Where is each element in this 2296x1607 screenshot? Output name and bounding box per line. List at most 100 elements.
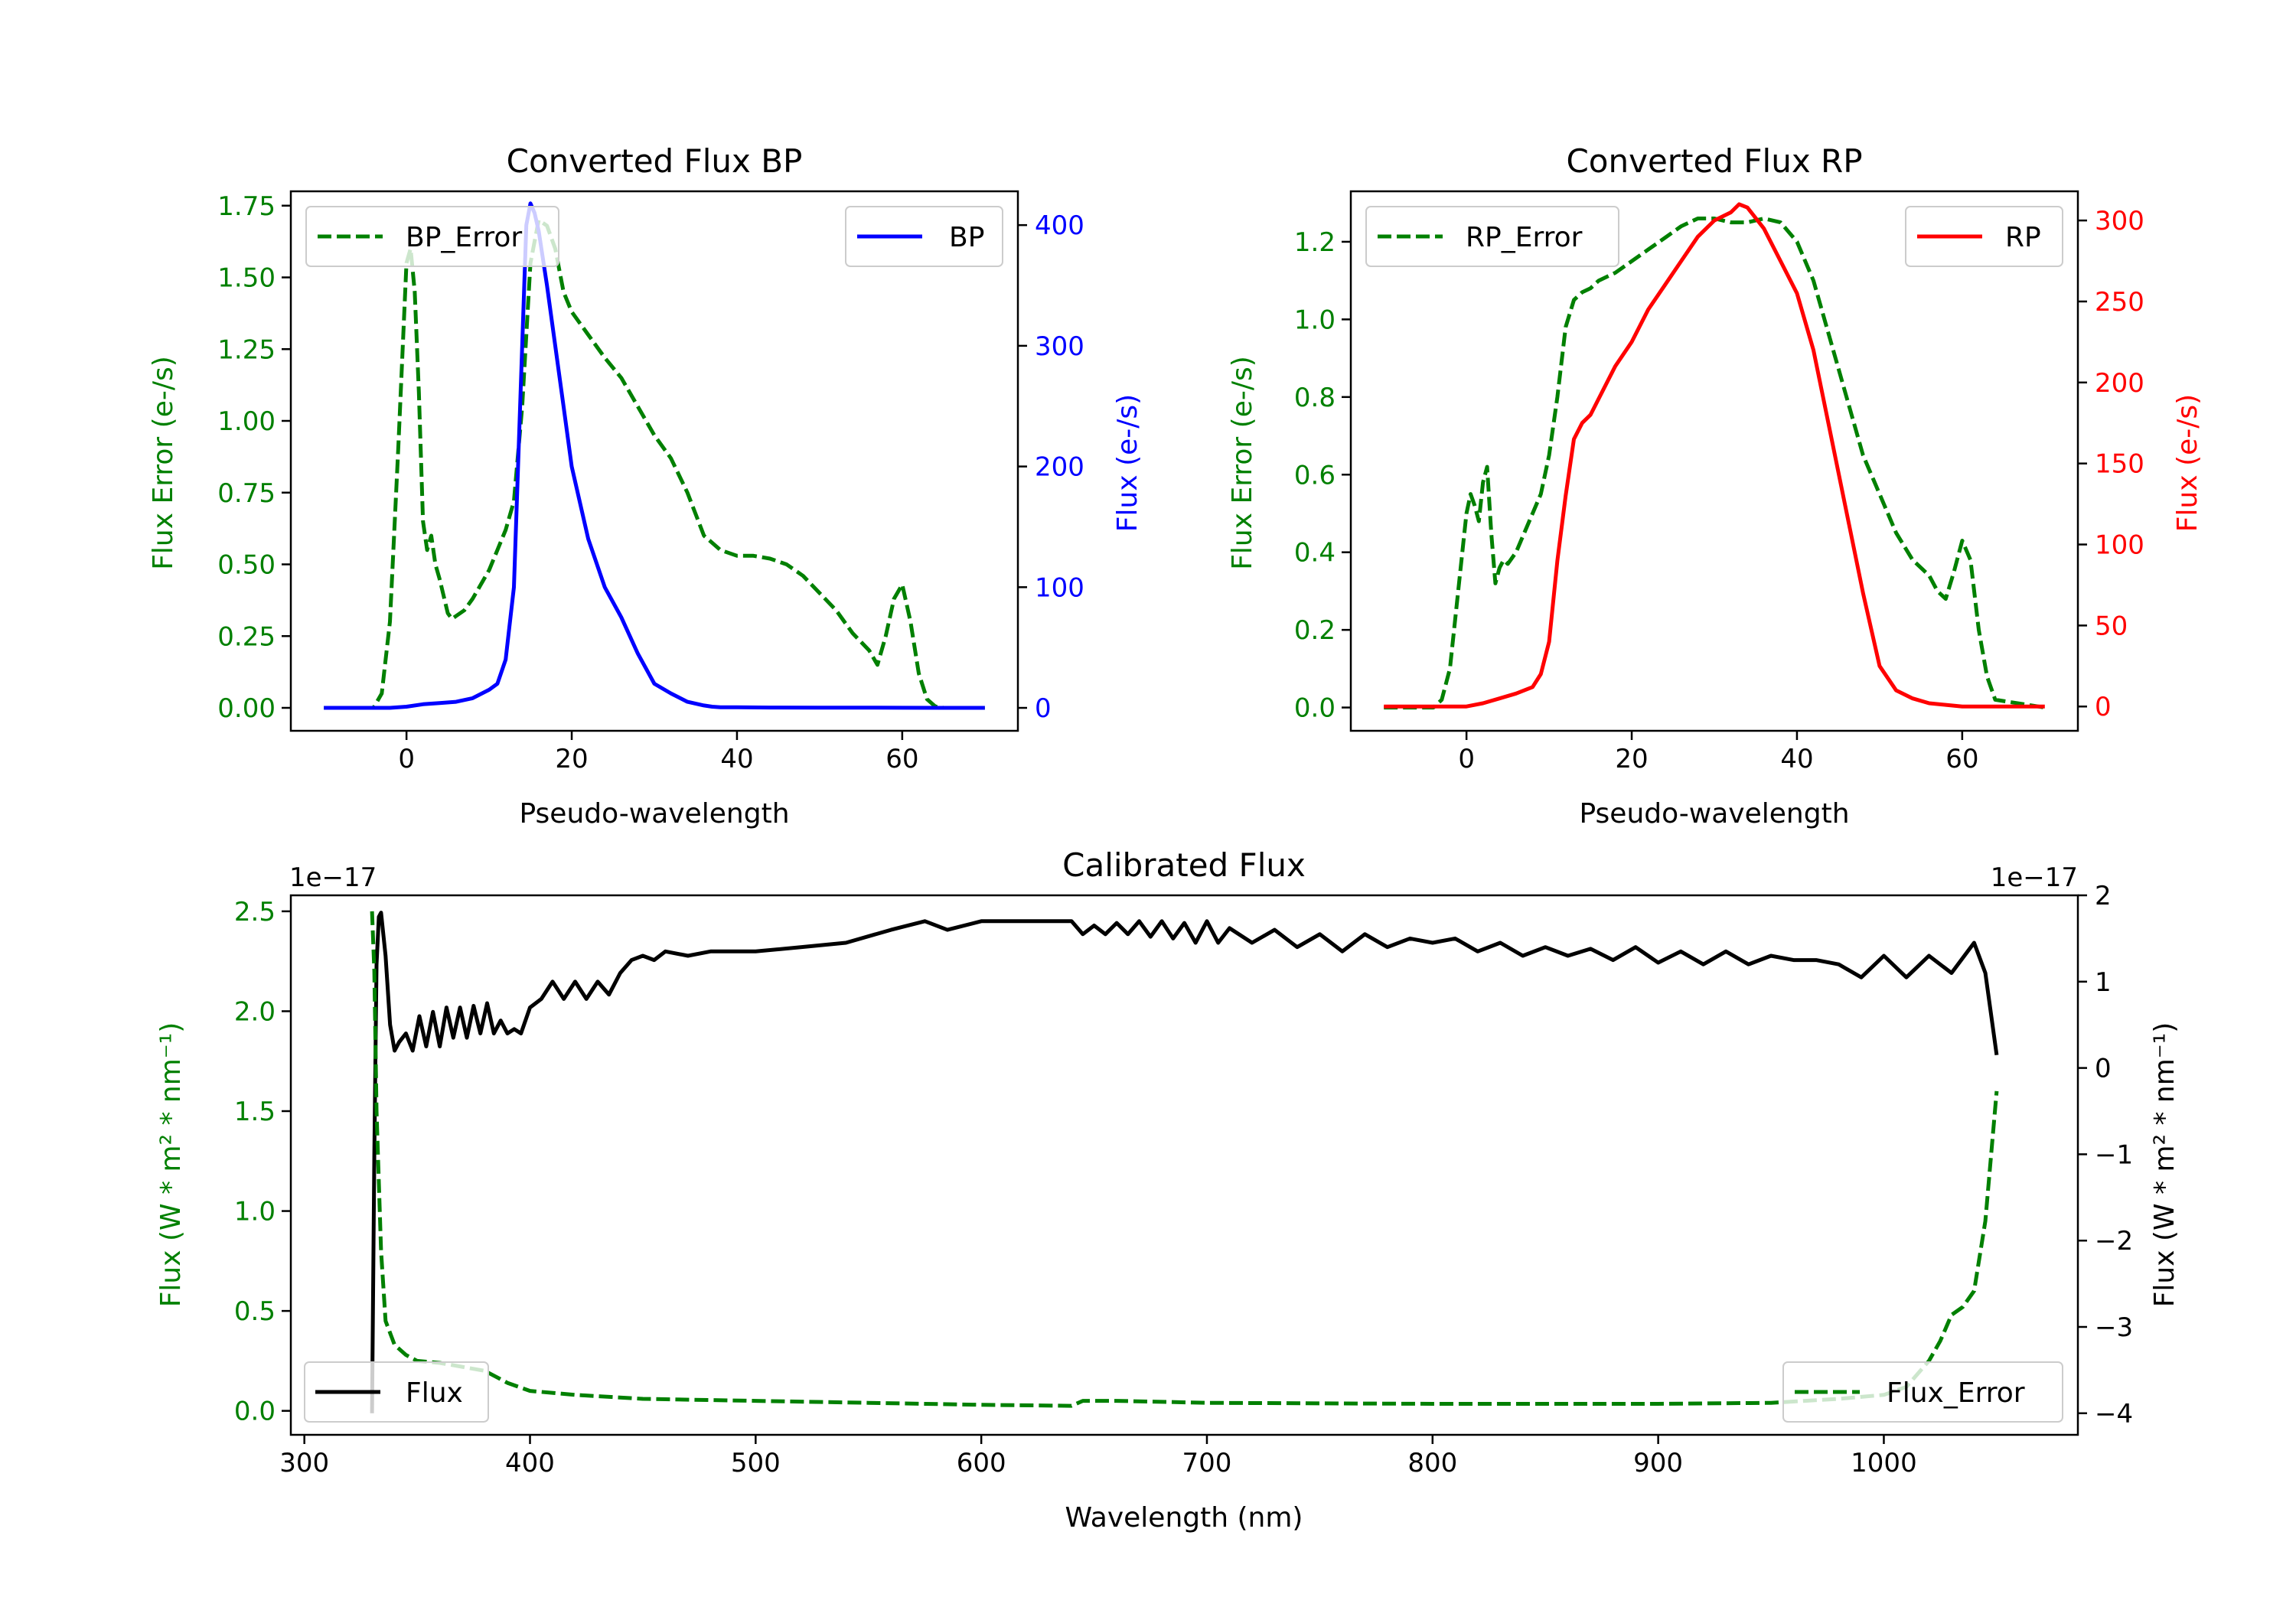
- bp-axes-frame: [289, 190, 1019, 732]
- rp-series-rp-error-line: [1384, 217, 2046, 710]
- bp-ytick-left-label: 0.50: [217, 550, 276, 581]
- rp-series-rp-line: [1384, 202, 2045, 709]
- cal-left-offset: 1e−17: [289, 862, 377, 893]
- bp-xtick-label: 0: [398, 744, 415, 774]
- bp-title: Converted Flux BP: [507, 142, 803, 180]
- bp-ylabel-left: Flux Error (e-/s): [148, 356, 179, 570]
- cal-ylabel-right-text: Flux (W * m² * nm⁻¹): [2149, 1022, 2180, 1308]
- cal-xtick-label: 500: [731, 1448, 781, 1478]
- bp-ytick-left-label: 1.25: [217, 334, 276, 365]
- cal-ytick-left-label: 2.5: [234, 897, 276, 927]
- rp-ytick-left-label: 0.2: [1294, 615, 1336, 646]
- rp-ytick-right-label: 300: [2095, 206, 2144, 236]
- rp-ylabel-left: Flux Error (e-/s): [1227, 356, 1258, 570]
- cal-xtick-label: 300: [279, 1448, 329, 1478]
- bp-ytick-left-label: 1.50: [217, 263, 276, 294]
- bp-ytick-left-label: 1.00: [217, 406, 276, 437]
- cal-ylabel-right: Flux (W * m² * nm⁻¹): [2149, 1022, 2180, 1308]
- bp-ytick-left-label: 0.25: [217, 621, 276, 652]
- cal-xtick-label: 900: [1633, 1448, 1683, 1478]
- rp-xtick-label: 40: [1780, 744, 1813, 774]
- bp-xlabel: Pseudo-wavelength: [519, 798, 789, 830]
- cal-ytick-left-label: 1.5: [234, 1097, 276, 1127]
- bp-series-bp-error-line: [324, 218, 985, 710]
- bp-legend-flux-label: BP: [949, 222, 984, 253]
- bp-ytick-left-label: 0.75: [217, 478, 276, 509]
- rp-ytick-right-label: 250: [2095, 287, 2144, 318]
- rp-title: Converted Flux RP: [1566, 142, 1862, 180]
- cal-ytick-right-label: 2: [2095, 881, 2112, 911]
- bp-xtick-label: 60: [885, 744, 918, 774]
- bp-series-bp-line: [324, 201, 985, 710]
- bp-legend-error: BP_Error: [305, 206, 559, 267]
- rp-ytick-right-label: 50: [2095, 611, 2128, 641]
- rp-ytick-right-label: 150: [2095, 449, 2144, 480]
- calibrated-subplot: 300 400 500 600 700 800 900 1000 0.0 0.5 1.0 1.5 2.0…: [155, 846, 2180, 1534]
- rp-legend-error: RP_Error: [1365, 206, 1619, 267]
- rp-ytick-left-label: 0.4: [1294, 538, 1336, 569]
- rp-plot-area: [1384, 202, 2046, 710]
- rp-legend-flux: RP: [1905, 206, 2063, 267]
- rp-ytick-right-label: 0: [2095, 692, 2112, 722]
- cal-xtick-label: 400: [505, 1448, 555, 1478]
- cal-ytick-right-label: −2: [2095, 1226, 2133, 1257]
- bp-ytick-right-label: 0: [1035, 693, 1052, 724]
- cal-series-flux-line: [370, 911, 1999, 1413]
- cal-xtick-label: 600: [957, 1448, 1006, 1478]
- bp-tick-group: 0 20 40 60 0.00 0.25 0.50 0.75 1.00 1.25 1.50 1.75 0…: [217, 191, 1084, 774]
- rp-axes-frame: [1349, 190, 2079, 732]
- bp-ytick-right-label: 200: [1035, 452, 1084, 483]
- cal-ytick-right-label: −4: [2095, 1399, 2133, 1429]
- cal-ytick-left-label: 0.0: [234, 1397, 276, 1427]
- cal-xlabel: Wavelength (nm): [1065, 1502, 1303, 1534]
- bp-ytick-left-label: 1.75: [217, 191, 276, 222]
- bp-ytick-right-label: 300: [1035, 331, 1084, 362]
- rp-ytick-right-label: 100: [2095, 530, 2144, 561]
- cal-legend-error-label: Flux_Error: [1887, 1377, 2025, 1409]
- cal-legend-error: Flux_Error: [1782, 1361, 2063, 1423]
- rp-xlabel: Pseudo-wavelength: [1579, 798, 1849, 830]
- bp-xtick-label: 20: [555, 744, 588, 774]
- cal-xtick-label: 1000: [1851, 1448, 1917, 1478]
- rp-tick-group: 0 20 40 60 0.0 0.2 0.4 0.6 0.8 1.0 1.2 0 50 100 150 200…: [1294, 206, 2144, 774]
- bp-ytick-left-label: 0.00: [217, 693, 276, 724]
- cal-xtick-label: 700: [1182, 1448, 1232, 1478]
- bp-subplot: 0 20 40 60 0.00 0.25 0.50 0.75 1.00 1.25 1.50 1.75 0…: [148, 142, 1143, 830]
- rp-xtick-label: 60: [1945, 744, 1978, 774]
- rp-subplot: 0 20 40 60 0.0 0.2 0.4 0.6 0.8 1.0 1.2 0 50 100 150 200…: [1227, 142, 2203, 830]
- bp-legend-error-label: BP_Error: [406, 222, 522, 253]
- cal-ytick-left-label: 0.5: [234, 1296, 276, 1327]
- cal-ytick-left-label: 1.0: [234, 1197, 276, 1227]
- rp-xtick-label: 20: [1615, 744, 1648, 774]
- cal-tick-group: 300 400 500 600 700 800 900 1000 0.0 0.5 1.0 1.5 2.0…: [234, 881, 2133, 1478]
- cal-legend-flux-label: Flux: [406, 1377, 463, 1409]
- rp-ytick-left-label: 0.0: [1294, 693, 1336, 724]
- bp-ytick-right-label: 100: [1035, 572, 1084, 603]
- cal-plot-area: [370, 911, 1999, 1413]
- cal-title: Calibrated Flux: [1062, 846, 1306, 884]
- bp-xtick-label: 40: [720, 744, 753, 774]
- bp-ytick-right-label: 400: [1035, 210, 1084, 241]
- rp-ytick-right-label: 200: [2095, 368, 2144, 399]
- rp-ytick-left-label: 0.8: [1294, 383, 1336, 413]
- cal-series-flux-error-line: [370, 911, 1999, 1408]
- cal-right-offset: 1e−17: [1991, 862, 2078, 893]
- cal-ytick-right-label: 0: [2095, 1054, 2112, 1084]
- rp-ylabel-right: Flux (e-/s): [2172, 394, 2203, 532]
- cal-ytick-left-label: 2.0: [234, 996, 276, 1027]
- cal-ylabel-left-text: Flux (W * m² * nm⁻¹): [155, 1022, 187, 1308]
- rp-ytick-left-label: 1.2: [1294, 227, 1336, 258]
- cal-xtick-label: 800: [1407, 1448, 1457, 1478]
- rp-xtick-label: 0: [1458, 744, 1475, 774]
- rp-ytick-left-label: 1.0: [1294, 305, 1336, 335]
- cal-ytick-right-label: −3: [2095, 1312, 2133, 1343]
- cal-ytick-right-label: −1: [2095, 1139, 2133, 1170]
- cal-axes-frame: [289, 894, 2079, 1436]
- bp-legend-flux: BP: [845, 206, 1003, 267]
- cal-ylabel-left: Flux (W * m² * nm⁻¹): [155, 1022, 187, 1308]
- bp-plot-area: [324, 201, 985, 710]
- rp-legend-flux-label: RP: [2005, 222, 2041, 253]
- bp-ylabel-right: Flux (e-/s): [1112, 394, 1143, 532]
